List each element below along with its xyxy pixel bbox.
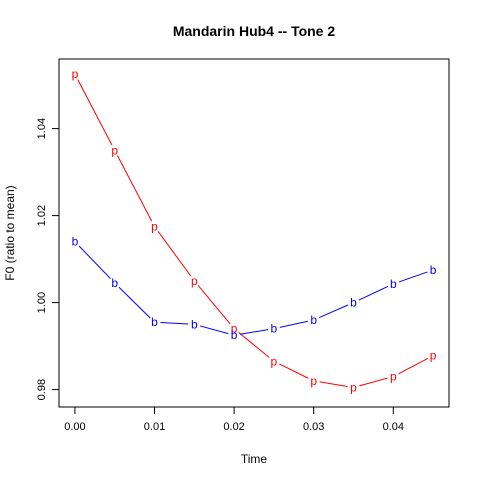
series-p-point: p — [390, 370, 397, 384]
x-tick-label: 0.03 — [303, 421, 324, 433]
series-p-segment — [157, 231, 192, 277]
series-b-segment — [239, 329, 269, 335]
y-axis-label: F0 (ratio to mean) — [3, 185, 17, 280]
chart-title: Mandarin Hub4 -- Tone 2 — [173, 23, 336, 39]
series-p-point: p — [111, 143, 118, 157]
x-axis: 0.00 0.01 0.02 0.03 0.04 — [64, 406, 404, 433]
series-p-point: p — [271, 354, 278, 368]
series-b-segment — [118, 286, 151, 319]
y-tick-label: 1.02 — [36, 205, 48, 226]
x-tick-label: 0.00 — [64, 421, 85, 433]
series-b-segment — [160, 322, 189, 325]
series-p-point: p — [430, 349, 437, 363]
series-p-point: p — [191, 274, 198, 288]
series-p-point: p — [231, 322, 238, 336]
series-p-segment — [398, 358, 429, 375]
series-b-segment — [78, 245, 111, 280]
series-p-segment — [359, 377, 388, 387]
series-b-point: b — [151, 315, 158, 329]
series-p-segment — [238, 332, 270, 358]
series-b-segment — [199, 325, 229, 335]
series-b-point: b — [231, 328, 238, 342]
series-p-point: p — [350, 380, 357, 394]
series-b-segment — [398, 271, 428, 283]
series-p-point: p — [151, 219, 158, 233]
y-tick-label: 0.98 — [36, 379, 48, 400]
series-p-segment — [279, 363, 309, 379]
x-tick-label: 0.01 — [144, 421, 165, 433]
plot-frame — [58, 58, 450, 408]
series-b-point: b — [111, 276, 118, 290]
series-p-segment — [117, 155, 153, 222]
series-b-segment — [358, 285, 389, 301]
series-p-segment — [77, 79, 113, 146]
series-p-point: p — [72, 67, 79, 81]
x-axis-label: Time — [241, 452, 268, 466]
series-b-point: b — [430, 263, 437, 277]
x-tick-label: 0.04 — [383, 421, 404, 433]
series-p-segment — [319, 381, 348, 387]
series-b-segment — [279, 320, 308, 328]
y-tick-label: 1.04 — [36, 118, 48, 139]
y-axis: 0.98 1.00 1.02 1.04 — [36, 118, 60, 400]
y-tick-label: 1.00 — [36, 292, 48, 313]
series-b-segment — [318, 304, 349, 319]
series-b-point: b — [191, 317, 198, 331]
series-b-point: b — [350, 296, 357, 310]
series-b-point: b — [310, 313, 317, 327]
series-b-point: b — [271, 322, 278, 336]
series-b-point: b — [72, 235, 79, 249]
series-p-segment — [197, 285, 231, 325]
series-b-point: b — [390, 277, 397, 291]
series-p-point: p — [310, 374, 317, 388]
x-tick-label: 0.02 — [223, 421, 244, 433]
